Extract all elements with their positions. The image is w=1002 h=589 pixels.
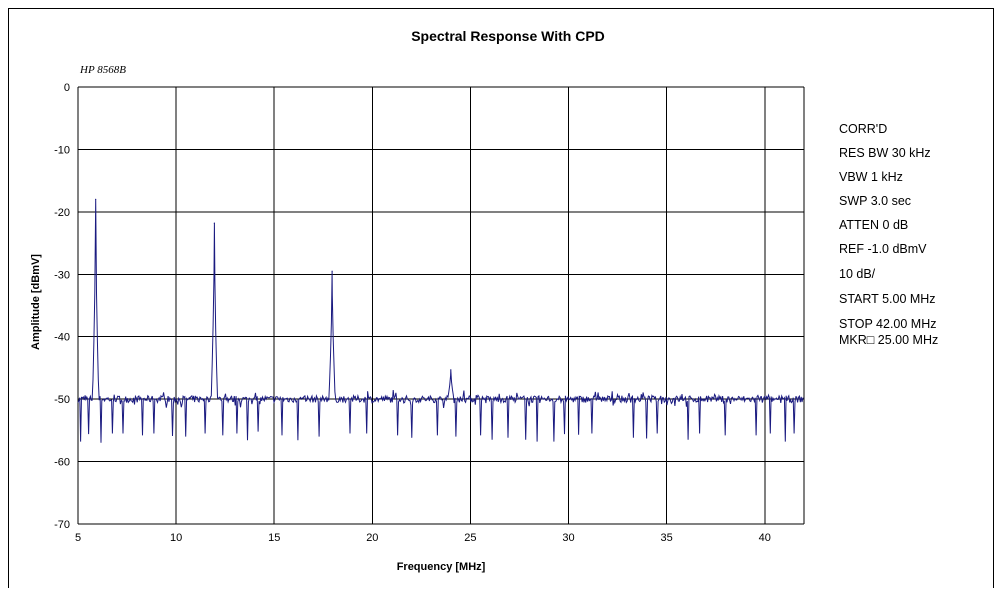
peak-point	[331, 270, 333, 272]
y-tick-label: 0	[64, 82, 70, 94]
x-tick-label: 30	[562, 532, 574, 544]
x-tick-label: 15	[268, 532, 280, 544]
chart-frame	[8, 8, 994, 588]
chart-title: Spectral Response With CPD	[411, 28, 605, 44]
setting-line: SWP 3.0 sec	[839, 194, 911, 208]
y-tick-label: -70	[54, 519, 70, 531]
y-tick-label: -30	[54, 269, 70, 281]
y-tick-label: -60	[54, 457, 70, 469]
series-layer	[77, 198, 804, 443]
instrument-settings: CORR'D RES BW 30 kHz VBW 1 kHz SWP 3.0 sec A…	[839, 122, 938, 347]
y-tick-label: -50	[54, 394, 70, 406]
x-tick-label: 5	[75, 532, 81, 544]
y-tick-labels: 0 -10 -20 -30 -40 -50 -60 -70	[54, 82, 70, 531]
setting-line: ATTEN 0 dB	[839, 218, 908, 232]
spectrum-trace	[77, 199, 804, 443]
setting-line: VBW 1 kHz	[839, 170, 903, 184]
x-tick-label: 10	[170, 532, 182, 544]
y-axis-title: Amplitude [dBmV]	[30, 254, 42, 350]
x-axis-title: Frequency [MHz]	[397, 561, 486, 573]
y-tick-label: -10	[54, 144, 70, 156]
setting-line: REF -1.0 dBmV	[839, 242, 927, 256]
peak-point	[95, 198, 97, 200]
x-tick-label: 25	[464, 532, 476, 544]
setting-line: MKR□ 25.00 MHz	[839, 333, 938, 347]
peak-point	[450, 369, 452, 371]
setting-line: STOP 42.00 MHz	[839, 317, 937, 331]
setting-line: 10 dB/	[839, 267, 876, 281]
x-tick-label: 35	[661, 532, 673, 544]
setting-line: CORR'D	[839, 122, 887, 136]
grid-layer	[77, 86, 805, 525]
y-tick-label: -20	[54, 207, 70, 219]
x-tick-labels: 5 10 15 20 25 30 35 40	[75, 532, 771, 544]
peak-point	[213, 222, 215, 224]
instrument-label: HP 8568B	[79, 64, 126, 76]
setting-line: START 5.00 MHz	[839, 292, 936, 306]
y-tick-label: -40	[54, 332, 70, 344]
x-tick-label: 40	[759, 532, 771, 544]
x-tick-label: 20	[366, 532, 378, 544]
setting-line: RES BW 30 kHz	[839, 146, 931, 160]
